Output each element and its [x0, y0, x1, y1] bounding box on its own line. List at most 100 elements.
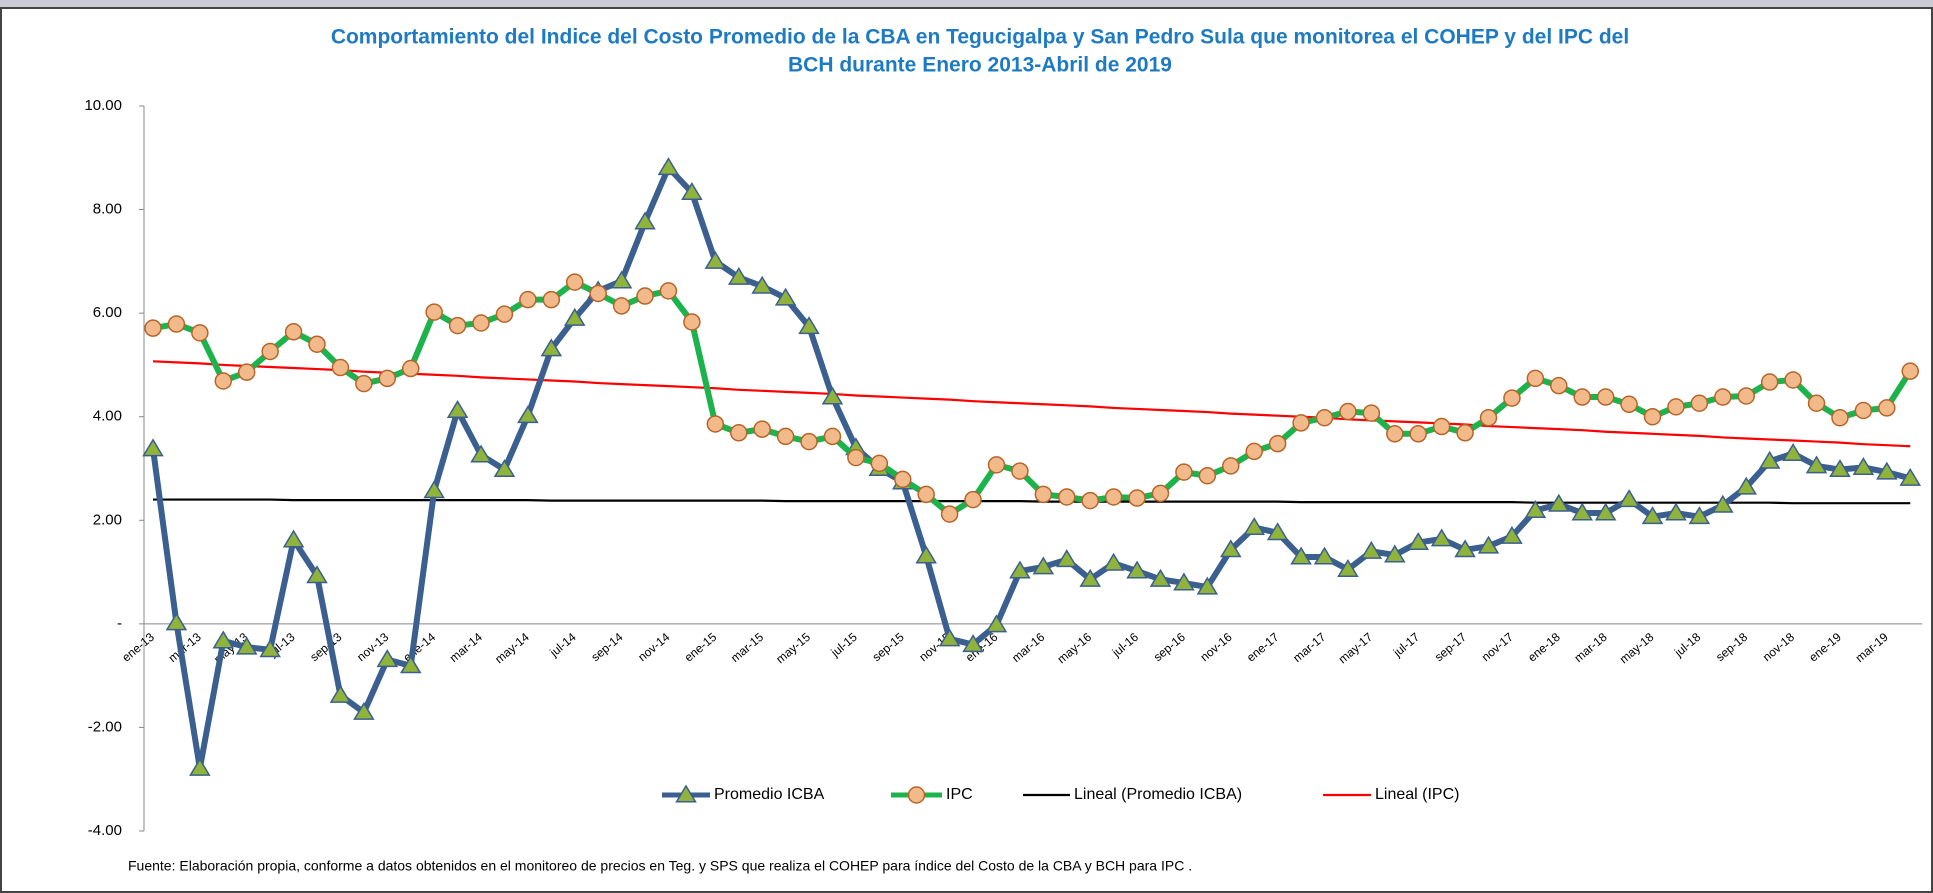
data-point	[540, 338, 563, 357]
data-point	[800, 432, 818, 451]
data-point	[1829, 459, 1851, 478]
data-point	[563, 307, 586, 326]
legend-marker	[675, 784, 697, 803]
data-point	[1901, 362, 1919, 380]
data-point	[987, 456, 1006, 474]
data-point	[378, 369, 397, 388]
data-point	[1714, 388, 1732, 406]
data-point	[542, 290, 561, 309]
data-point	[1782, 443, 1804, 461]
data-point	[1618, 489, 1640, 508]
data-point	[1641, 506, 1664, 525]
data-point	[1596, 388, 1615, 406]
data-point	[1712, 494, 1734, 513]
data-point	[847, 448, 865, 467]
data-point	[1220, 539, 1242, 558]
data-point	[1594, 502, 1617, 521]
data-point	[1055, 549, 1078, 568]
data-point	[1079, 568, 1101, 587]
data-point	[1477, 535, 1500, 554]
data-point	[1758, 450, 1781, 469]
data-point	[870, 454, 889, 473]
data-point	[1034, 485, 1053, 504]
data-point	[329, 684, 352, 703]
data-point	[448, 316, 467, 335]
data-point	[446, 400, 469, 418]
data-point	[730, 424, 748, 442]
data-point	[1665, 502, 1687, 521]
data-point	[1384, 544, 1406, 563]
data-point	[1081, 491, 1099, 510]
data-point	[1548, 493, 1570, 512]
data-point	[144, 319, 162, 337]
data-point	[284, 323, 303, 341]
data-point	[1688, 506, 1711, 525]
data-point	[681, 182, 703, 200]
y-tick-label: 10.00	[84, 97, 122, 114]
data-point	[1198, 467, 1217, 485]
data-point	[1573, 388, 1591, 406]
data-point	[214, 372, 233, 390]
data-point	[1290, 546, 1312, 565]
data-point	[308, 335, 326, 353]
data-point	[610, 270, 633, 289]
y-tick-label: 8.00	[93, 201, 122, 218]
data-point	[727, 266, 750, 285]
data-point	[1175, 463, 1193, 481]
source-note: Fuente: Elaboración propia, conforme a d…	[128, 858, 1192, 874]
data-point	[823, 427, 842, 446]
data-point	[517, 405, 539, 424]
data-point	[917, 485, 935, 504]
data-point	[1526, 369, 1545, 388]
data-point	[1550, 376, 1568, 395]
data-point	[1876, 461, 1898, 480]
data-point	[1479, 409, 1498, 427]
legend-marker	[907, 786, 926, 804]
data-point	[1620, 395, 1638, 414]
data-point	[821, 386, 844, 405]
data-point	[1454, 539, 1476, 558]
data-point	[1503, 389, 1521, 407]
data-point	[259, 639, 281, 658]
data-point	[1432, 417, 1451, 436]
y-tick-label: -	[117, 615, 122, 632]
data-point	[1407, 532, 1429, 551]
data-point	[1524, 499, 1547, 518]
data-point	[189, 757, 211, 776]
data-point	[1807, 394, 1826, 412]
data-point	[659, 282, 678, 300]
y-tick-label: -2.00	[88, 718, 122, 735]
chart-title: Comportamiento del Indice del Costo Prom…	[331, 26, 1629, 49]
data-point	[1339, 402, 1357, 421]
data-point	[261, 342, 279, 361]
data-point	[1032, 556, 1055, 575]
data-point	[1337, 559, 1359, 577]
data-point	[1011, 462, 1029, 480]
data-point	[1315, 409, 1334, 427]
data-point	[472, 314, 490, 332]
data-point	[1878, 399, 1896, 417]
data-point	[142, 438, 164, 457]
data-point	[753, 420, 771, 438]
data-point	[1501, 525, 1523, 544]
data-point	[1643, 407, 1662, 426]
data-point	[167, 315, 186, 333]
legend-label: Lineal (Promedio ICBA)	[1074, 786, 1242, 803]
data-point	[1409, 425, 1427, 443]
data-point	[1360, 540, 1383, 559]
data-point	[495, 305, 514, 323]
legend-label: Promedio ICBA	[714, 786, 825, 803]
data-point	[774, 287, 797, 306]
data-point	[1456, 424, 1474, 442]
data-point	[1245, 442, 1263, 461]
data-point	[1128, 489, 1146, 507]
data-point	[751, 275, 773, 294]
data-point	[1386, 425, 1404, 443]
data-point	[1430, 528, 1453, 547]
data-point	[401, 359, 420, 378]
chart-title: BCH durante Enero 2013-Abril de 2019	[788, 54, 1172, 77]
data-point	[1126, 560, 1148, 579]
data-point	[306, 565, 328, 584]
data-point	[1151, 484, 1170, 503]
data-point	[1784, 371, 1802, 389]
